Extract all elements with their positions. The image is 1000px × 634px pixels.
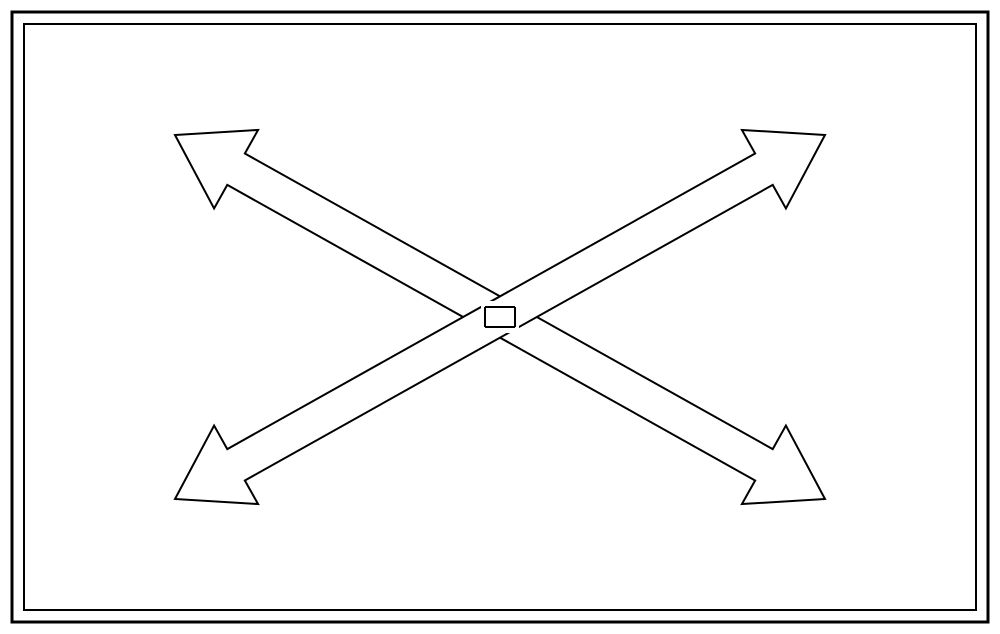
diagram-canvas [0, 0, 1000, 634]
center-mask [481, 301, 519, 333]
